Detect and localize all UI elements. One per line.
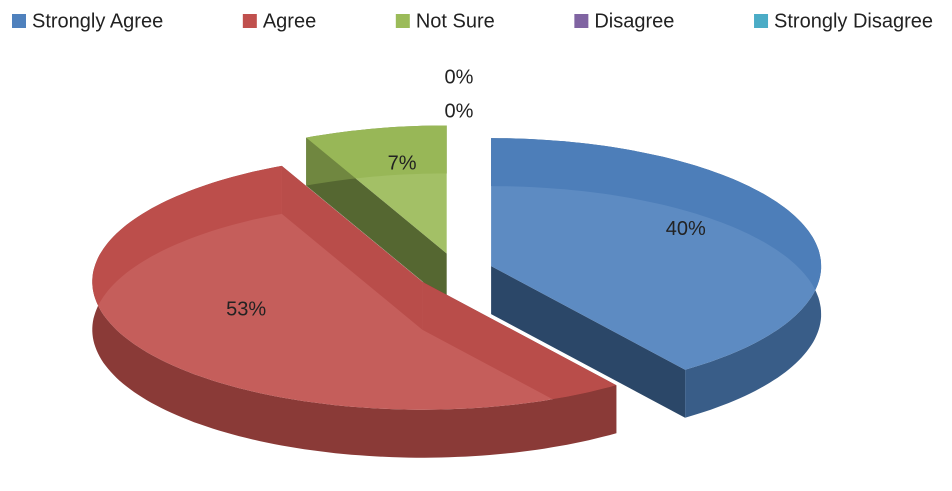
slice-side: [491, 266, 686, 418]
data-label: 53%: [226, 298, 266, 320]
legend-label: Agree: [263, 10, 316, 32]
legend-swatch: [754, 14, 769, 28]
legend-label: Strongly Disagree: [774, 10, 933, 32]
slice: [306, 125, 447, 254]
legend-item: Not Sure: [395, 10, 495, 32]
data-label: 7%: [388, 152, 417, 174]
legend-label: Disagree: [594, 10, 674, 32]
legend-label: Not Sure: [416, 10, 495, 32]
legend-item: Agree: [242, 10, 316, 32]
legend-swatch: [395, 14, 410, 28]
legend: Strongly Agree Agree Not Sure Disagree Stron…: [12, 10, 933, 32]
legend-swatch: [242, 14, 257, 28]
legend-label: Strongly Agree: [32, 10, 163, 32]
legend-swatch: [12, 14, 26, 28]
slice: [491, 138, 822, 370]
legend-item: Disagree: [574, 10, 674, 32]
legend-item: Strongly Disagree: [754, 10, 933, 32]
data-label: 0%: [445, 100, 474, 122]
slice-wall: [92, 165, 617, 458]
data-label: 0%: [445, 66, 474, 88]
data-label: 40%: [666, 218, 706, 240]
slice: [92, 165, 617, 410]
legend-item: Strongly Agree: [12, 10, 163, 32]
legend-swatch: [574, 14, 589, 28]
